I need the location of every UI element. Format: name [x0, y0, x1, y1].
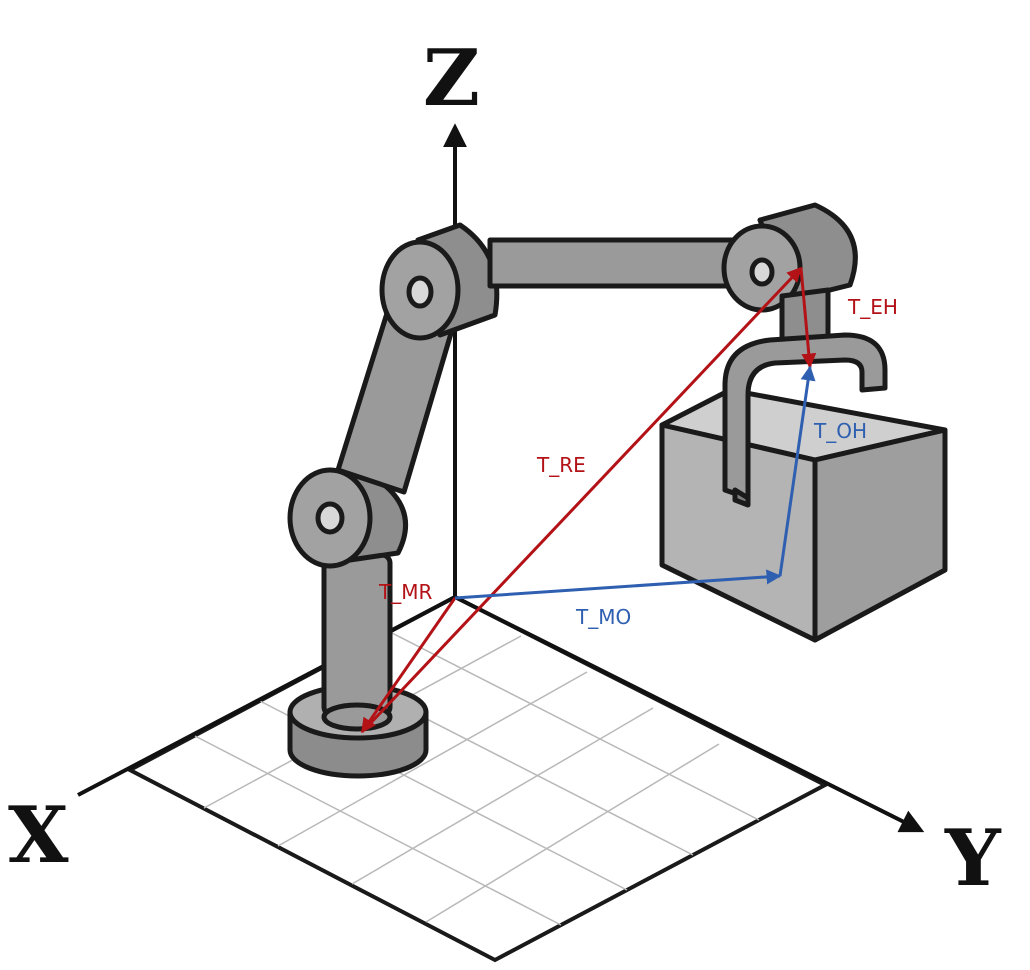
x-axis-label: X [8, 790, 69, 881]
box-side-face [812, 427, 948, 643]
t-eh-arrow [799, 267, 817, 369]
z-axis-label: Z [423, 33, 480, 124]
t-mr-arrow [360, 597, 457, 734]
t-mr-label: T_MR [378, 580, 432, 604]
robot-horizontal-arm [487, 237, 743, 289]
robot-column [321, 552, 393, 718]
t-eh-label: T_EH [847, 295, 898, 319]
robot-shoulder-joint [379, 222, 500, 341]
robot-upper-link [335, 307, 455, 495]
y-axis-label: Y [944, 813, 1002, 904]
t-oh-label: T_OH [813, 419, 867, 443]
t-re-label: T_RE [536, 453, 586, 477]
t-mo-arrow [454, 569, 782, 600]
t-re-arrow [364, 266, 803, 730]
floor-grid [125, 594, 830, 963]
coordinate-axes: Z X Y [8, 33, 1002, 904]
transform-arrows [360, 266, 817, 734]
t-mo-label: T_MO [575, 605, 631, 629]
t-oh-arrow [778, 365, 816, 577]
transform-labels: T_MR T_RE T_EH T_OH T_MO [378, 295, 898, 629]
y-axis [454, 595, 925, 833]
box-object-icon [659, 387, 948, 643]
gripper-icon [722, 332, 888, 508]
